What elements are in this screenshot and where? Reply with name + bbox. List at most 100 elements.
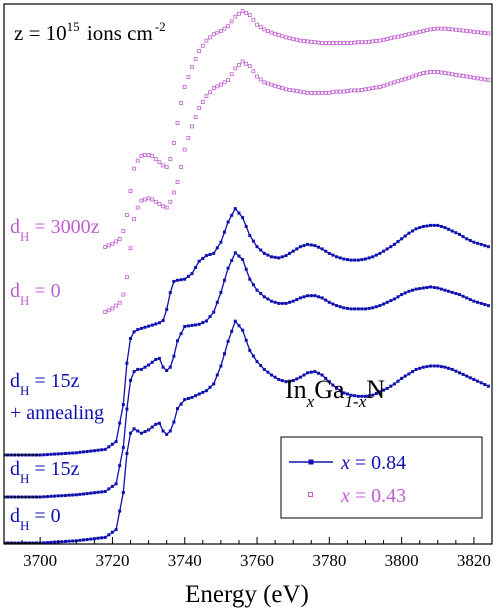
data-point [436,364,440,368]
data-point [432,27,437,31]
data-point [454,292,458,295]
data-point [418,287,422,291]
data-point [186,274,190,278]
data-point [244,338,248,342]
data-point [439,287,443,291]
data-point [359,40,364,45]
data-point [240,59,245,64]
data-point [212,310,216,314]
data-point [425,365,429,369]
data-point [114,482,118,486]
data-point [186,75,191,79]
data-point [483,383,487,386]
data-point [114,239,118,244]
data-point [259,364,263,367]
data-point [424,28,429,33]
data-point [255,22,259,27]
data-point [117,300,122,305]
data-point [100,536,104,540]
data-point [201,390,205,394]
data-point [226,339,230,343]
data-point [222,80,227,85]
data-point [476,300,479,304]
data-point [121,403,125,407]
data-point [403,374,407,378]
data-point [378,304,382,308]
data-point [157,421,161,425]
data-point [110,442,114,446]
data-point [406,75,411,80]
data-point [251,354,255,358]
data-point [168,429,172,433]
data-point [342,391,346,395]
data-point [125,451,129,455]
data-point [370,39,375,44]
data-point [443,226,447,230]
data-point [168,365,172,369]
data-point [364,394,367,398]
data-point [284,254,288,258]
data-point [367,306,371,310]
data-point [215,246,219,250]
data-point [154,358,158,361]
data-point [255,245,259,249]
data-point [222,26,227,31]
data-point [226,266,230,270]
data-point [175,121,180,125]
data-point [364,257,367,261]
data-point [201,321,205,325]
data-point [417,72,422,77]
data-point [270,255,273,259]
data-point [411,229,414,233]
data-point [60,452,64,456]
data-point [179,278,183,282]
data-point [172,354,176,358]
data-point [85,450,89,453]
data-point [389,299,393,303]
data-point [403,76,408,81]
data-point [418,226,422,230]
data-point [400,237,404,241]
data-point [121,491,125,495]
data-point [371,306,375,310]
data-point [432,223,436,227]
data-point [125,407,129,411]
data-point [136,328,140,332]
data-point [443,26,447,31]
data-point [335,255,339,259]
data-point [150,425,154,429]
data-point [241,328,245,332]
data-point [338,256,342,260]
data-point [381,37,386,42]
data-point [482,77,487,82]
data-point [273,255,277,259]
data-point [306,294,310,298]
x-tick-label: 3820 [457,551,491,570]
data-point [223,230,226,234]
data-point [229,72,234,77]
data-point [237,11,241,16]
data-point [341,41,346,45]
data-point [342,306,346,310]
data-point [165,307,169,311]
data-point [309,243,313,247]
data-point [53,494,57,498]
data-point [42,495,46,499]
data-point [403,234,407,238]
data-point [439,26,444,31]
data-point [179,332,183,336]
data-point [396,34,400,39]
data-point [360,307,364,311]
data-point [78,492,82,496]
data-point [464,29,469,33]
data-point [425,286,429,289]
data-point [262,367,266,371]
data-point [233,319,237,323]
data-point [435,70,440,74]
data-point [247,13,252,17]
data-point [461,235,465,239]
series-dh-0-x-0-84 [4,319,490,544]
data-point [429,364,432,368]
data-point [255,288,259,292]
data-point [211,32,216,37]
